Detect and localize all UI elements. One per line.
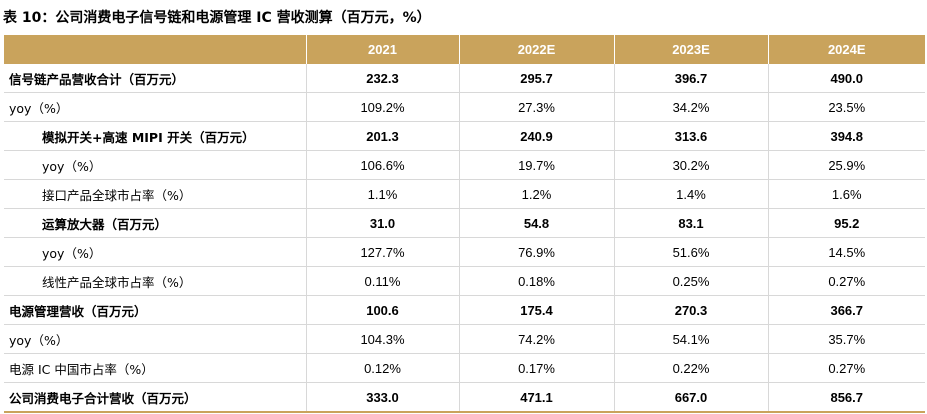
value-cell: 175.4 [459,295,615,325]
value-cell: 1.1% [306,179,460,209]
table-row: yoy（%） 106.6% 19.7% 30.2% 25.9% [4,150,925,180]
value-cell: 396.7 [614,64,769,93]
value-cell: 856.7 [768,382,925,413]
value-cell: 667.0 [614,382,769,413]
value-cell: 201.3 [306,121,460,151]
table-row: 信号链产品营收合计（百万元） 232.3 295.7 396.7 490.0 [4,64,925,93]
table-header-row: 2021 2022E 2023E 2024E [4,35,925,64]
value-cell: 106.6% [306,150,460,180]
table-row: 线性产品全球市占率（%） 0.11% 0.18% 0.25% 0.27% [4,266,925,296]
value-cell: 104.3% [306,324,460,354]
value-cell: 100.6 [306,295,460,325]
row-label: 运算放大器（百万元） [4,208,307,238]
table-row: yoy（%） 104.3% 74.2% 54.1% 35.7% [4,324,925,354]
value-cell: 31.0 [306,208,460,238]
row-label: yoy（%） [4,324,307,354]
header-cell-2024e: 2024E [768,35,925,64]
value-cell: 0.12% [306,353,460,383]
value-cell: 0.11% [306,266,460,296]
value-cell: 333.0 [306,382,460,413]
header-cell-2021: 2021 [306,35,460,64]
value-cell: 471.1 [459,382,615,413]
value-cell: 232.3 [306,64,460,93]
value-cell: 270.3 [614,295,769,325]
value-cell: 1.4% [614,179,769,209]
value-cell: 0.18% [459,266,615,296]
value-cell: 127.7% [306,237,460,267]
value-cell: 23.5% [768,92,925,122]
row-label: 电源管理营收（百万元） [4,295,307,325]
value-cell: 34.2% [614,92,769,122]
value-cell: 394.8 [768,121,925,151]
row-label: 接口产品全球市占率（%） [4,179,307,209]
revenue-table: 2021 2022E 2023E 2024E 信号链产品营收合计（百万元） 232… [4,35,925,413]
row-label: yoy（%） [4,92,307,122]
value-cell: 95.2 [768,208,925,238]
value-cell: 19.7% [459,150,615,180]
value-cell: 54.8 [459,208,615,238]
value-cell: 0.27% [768,266,925,296]
table-row: yoy（%） 109.2% 27.3% 34.2% 23.5% [4,92,925,122]
value-cell: 0.17% [459,353,615,383]
value-cell: 109.2% [306,92,460,122]
row-label: 信号链产品营收合计（百万元） [4,64,307,93]
value-cell: 0.27% [768,353,925,383]
header-cell-label [4,35,307,64]
value-cell: 51.6% [614,237,769,267]
value-cell: 366.7 [768,295,925,325]
value-cell: 295.7 [459,64,615,93]
table-row: 模拟开关+高速 MIPI 开关（百万元） 201.3 240.9 313.6 394.8 [4,121,925,151]
value-cell: 30.2% [614,150,769,180]
value-cell: 240.9 [459,121,615,151]
row-label: 模拟开关+高速 MIPI 开关（百万元） [4,121,307,151]
value-cell: 35.7% [768,324,925,354]
header-cell-2023e: 2023E [614,35,769,64]
table-row: 公司消费电子合计营收（百万元） 333.0 471.1 667.0 856.7 [4,382,925,413]
row-label: yoy（%） [4,237,307,267]
value-cell: 313.6 [614,121,769,151]
table-row: 电源管理营收（百万元） 100.6 175.4 270.3 366.7 [4,295,925,325]
row-label: 电源 IC 中国市占率（%） [4,353,307,383]
value-cell: 54.1% [614,324,769,354]
row-label: yoy（%） [4,150,307,180]
header-cell-2022e: 2022E [459,35,615,64]
row-label: 线性产品全球市占率（%） [4,266,307,296]
value-cell: 490.0 [768,64,925,93]
value-cell: 0.22% [614,353,769,383]
value-cell: 27.3% [459,92,615,122]
value-cell: 76.9% [459,237,615,267]
table-row: 运算放大器（百万元） 31.0 54.8 83.1 95.2 [4,208,925,238]
value-cell: 1.2% [459,179,615,209]
value-cell: 74.2% [459,324,615,354]
row-label: 公司消费电子合计营收（百万元） [4,382,307,413]
table-row: 接口产品全球市占率（%） 1.1% 1.2% 1.4% 1.6% [4,179,925,209]
value-cell: 83.1 [614,208,769,238]
table-row: yoy（%） 127.7% 76.9% 51.6% 14.5% [4,237,925,267]
value-cell: 0.25% [614,266,769,296]
value-cell: 14.5% [768,237,925,267]
value-cell: 1.6% [768,179,925,209]
table-title: 表 10：公司消费电子信号链和电源管理 IC 营收测算（百万元，%） [3,10,431,26]
value-cell: 25.9% [768,150,925,180]
table-row: 电源 IC 中国市占率（%） 0.12% 0.17% 0.22% 0.27% [4,353,925,383]
